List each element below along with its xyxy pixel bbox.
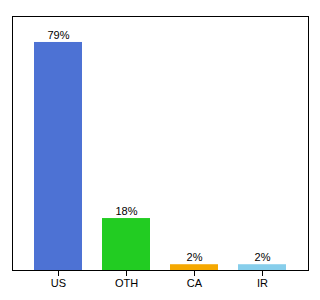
svg-text:2%: 2% [255, 251, 271, 263]
svg-text:IR: IR [257, 277, 268, 289]
svg-text:18%: 18% [115, 205, 137, 217]
svg-text:79%: 79% [47, 29, 69, 41]
svg-text:CA: CA [187, 277, 203, 289]
svg-text:2%: 2% [187, 251, 203, 263]
svg-text:US: US [51, 277, 66, 289]
svg-text:OTH: OTH [115, 277, 138, 289]
